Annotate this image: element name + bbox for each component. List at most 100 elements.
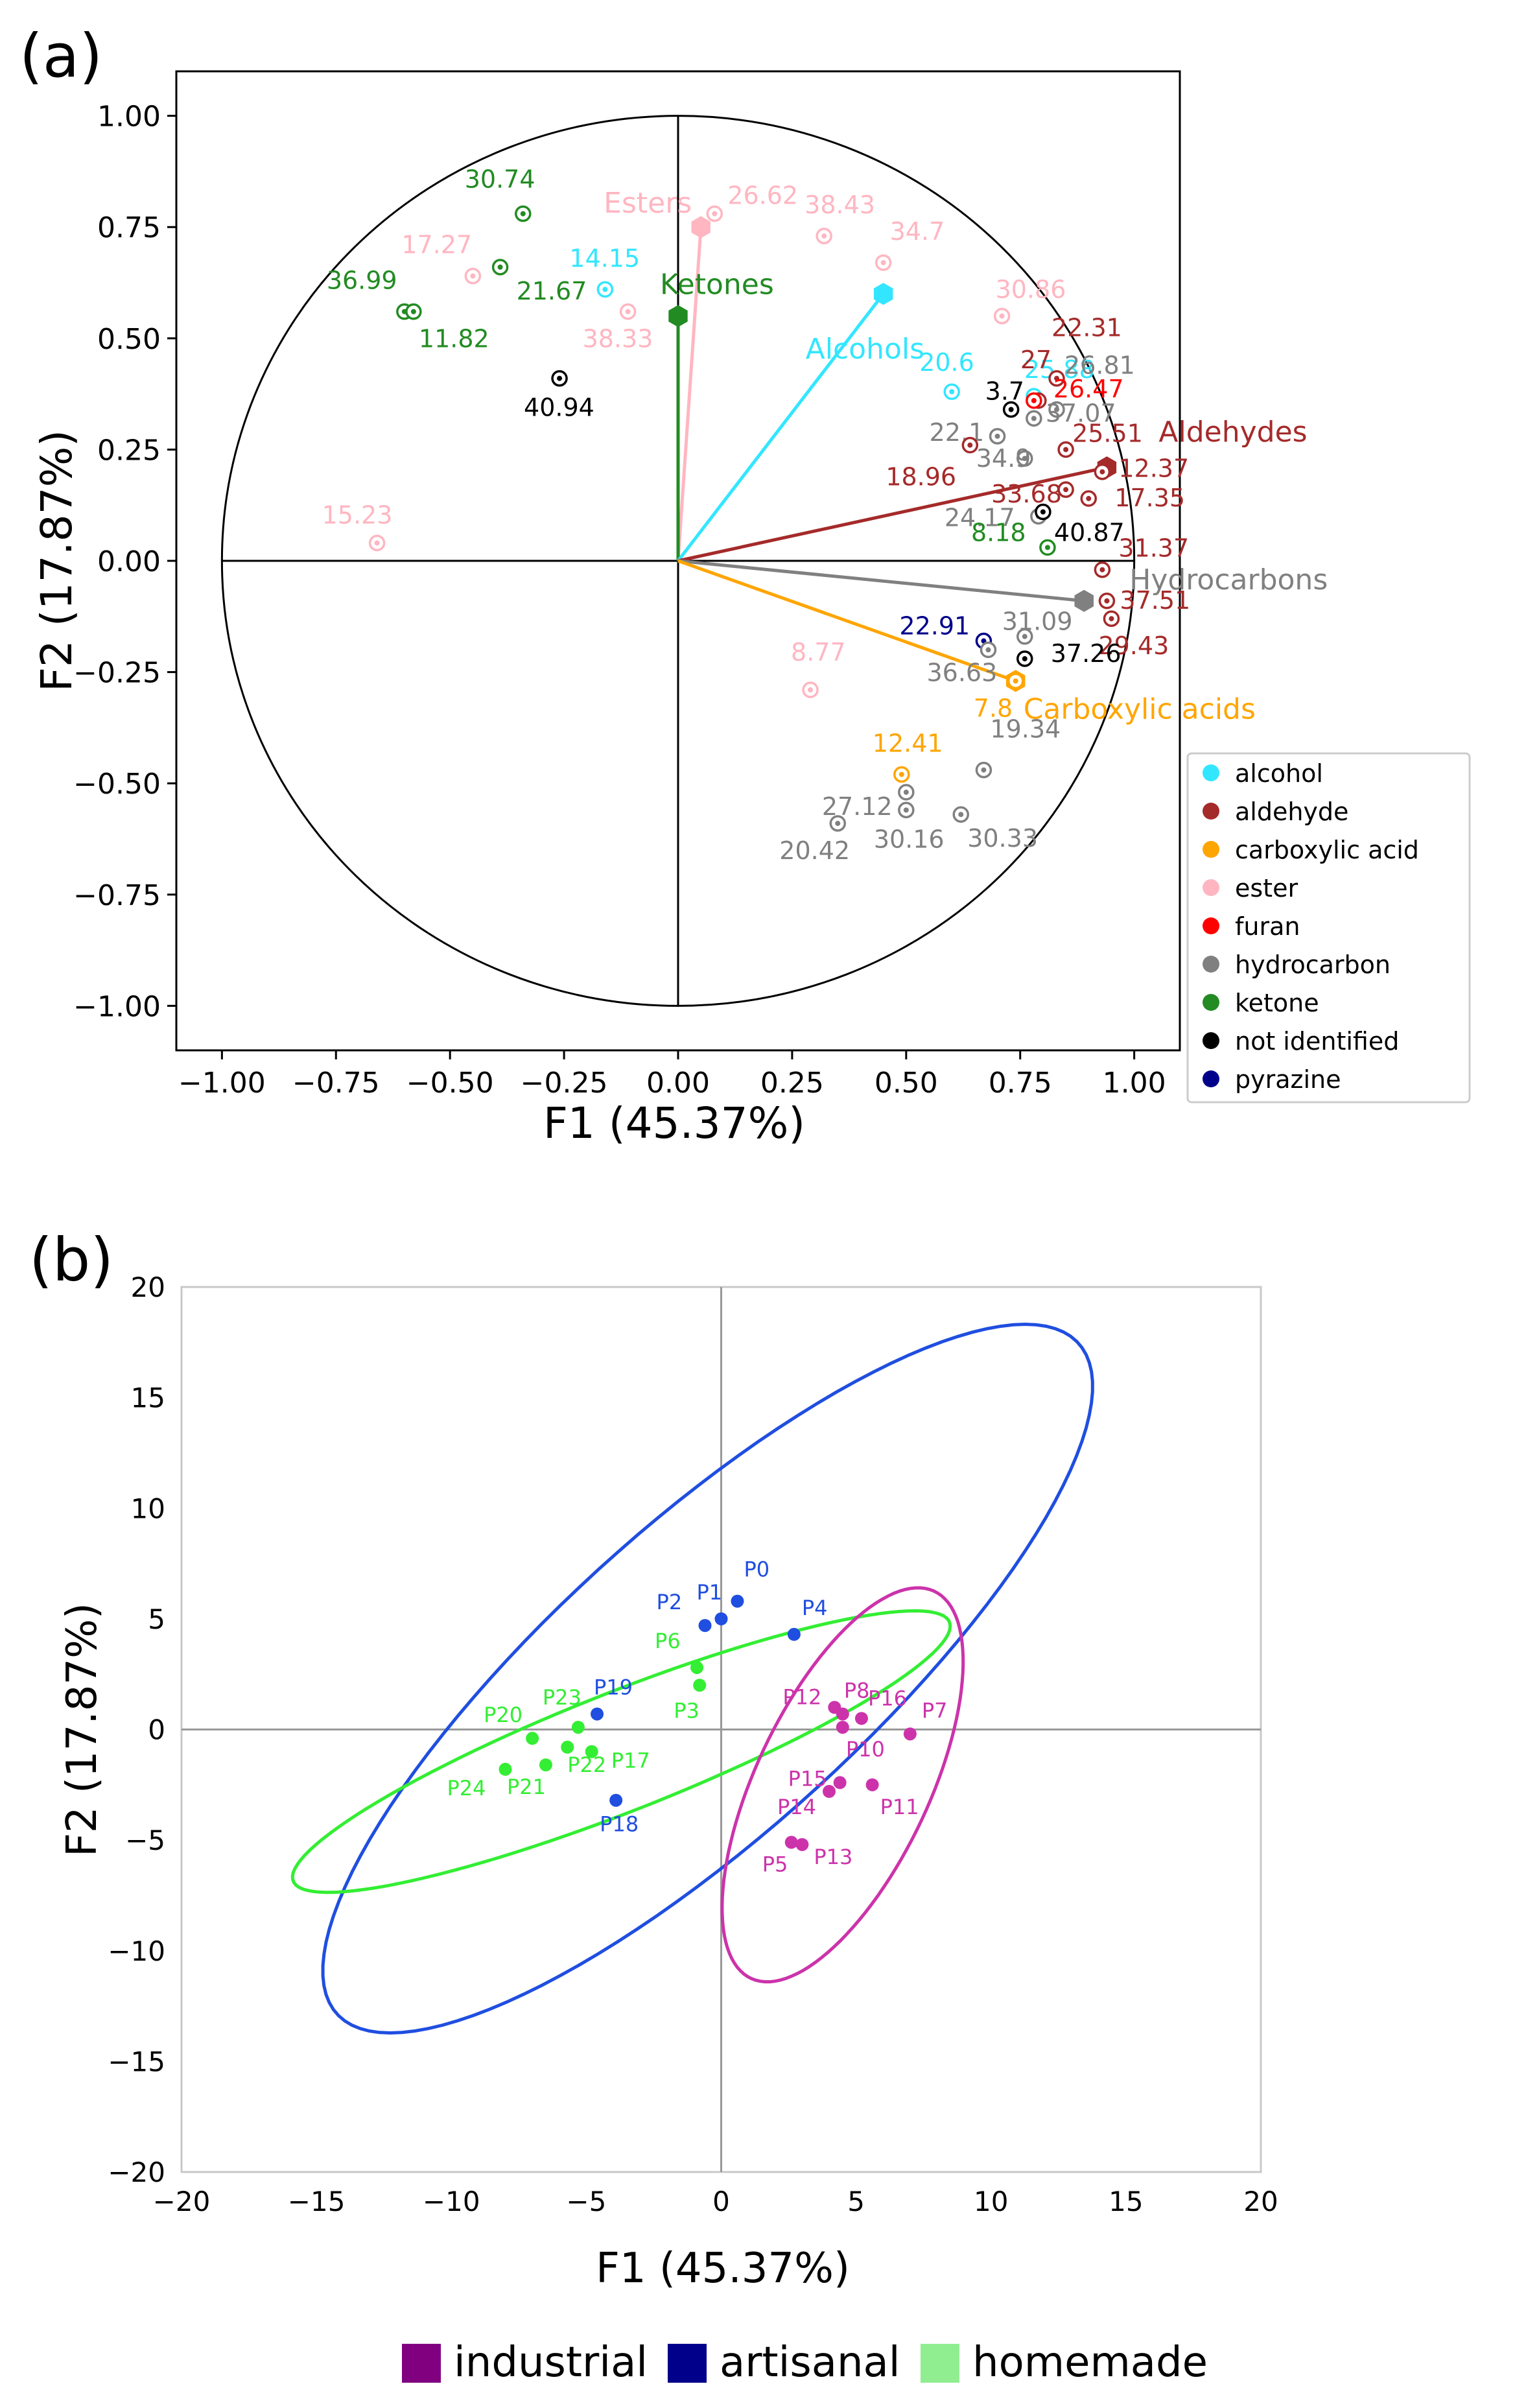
point-marker-dot — [1022, 633, 1028, 639]
point-marker-dot — [557, 375, 563, 381]
legend-label: aldehyde — [1235, 797, 1348, 826]
y-tick-label: 10 — [131, 1493, 165, 1524]
legend-marker — [1203, 956, 1219, 973]
sample-point-industrial — [865, 1778, 879, 1791]
point-label: 38.43 — [804, 191, 875, 219]
point-label: 40.94 — [524, 394, 594, 422]
sample-point-industrial — [833, 1776, 847, 1789]
sample-point-homemade — [585, 1745, 598, 1758]
point-marker-dot — [1008, 407, 1014, 412]
panel-b-legend: industrial artisanal homemade — [402, 2339, 1208, 2387]
y-tick-label: 5 — [148, 1603, 165, 1635]
legend-swatch-homemade — [921, 2344, 959, 2383]
sample-label: P22 — [567, 1753, 606, 1777]
sample-point-industrial — [836, 1707, 849, 1721]
sample-point-homemade — [571, 1721, 585, 1734]
point-marker-dot — [1031, 397, 1037, 403]
point-marker-dot — [898, 772, 904, 777]
x-tick-label: 0.75 — [989, 1067, 1052, 1100]
y-tick-label: 20 — [131, 1271, 165, 1303]
point-marker-dot — [880, 260, 886, 266]
point-label: 31.09 — [1002, 608, 1073, 636]
point-marker-dot — [374, 540, 380, 546]
sample-label: P2 — [657, 1590, 683, 1614]
panel-b-label: (b) — [29, 1225, 113, 1295]
legend-label: alcohol — [1235, 759, 1323, 788]
sample-label: P18 — [600, 1812, 639, 1837]
point-label: 22.91 — [899, 612, 970, 641]
point-label: 27.12 — [822, 792, 893, 821]
point-marker-dot — [1044, 545, 1050, 550]
sample-point-homemade — [539, 1758, 552, 1772]
sample-label: P14 — [777, 1795, 816, 1819]
sample-point-artisanal — [698, 1619, 712, 1633]
point-label: 37.51 — [1120, 586, 1190, 615]
panel-b-x-ticks: −20 −15 −10 −5 0 5 10 15 20 — [153, 2186, 1278, 2217]
vector-head-marker — [691, 216, 711, 239]
point-label: 34.7 — [890, 217, 945, 246]
panel-b: (b) P0 P1 P2 P4 P19 P18 P6 P3 P23 P20 P22 P17 P21 P24… — [29, 1225, 1278, 2387]
point-marker-dot — [981, 638, 987, 644]
sample-label: P21 — [507, 1775, 546, 1799]
x-tick-label: 0.25 — [760, 1067, 824, 1100]
sample-point-artisanal — [609, 1793, 623, 1807]
point-marker-dot — [1086, 495, 1092, 501]
point-marker-dot — [903, 807, 909, 813]
point-marker-dot — [1054, 407, 1060, 412]
point-marker-dot — [410, 309, 416, 314]
sample-label: P4 — [802, 1596, 828, 1620]
point-marker-dot — [994, 433, 1000, 439]
point-label: 34.9 — [976, 444, 1031, 473]
legend-label: ester — [1235, 874, 1298, 903]
y-tick-label: −10 — [108, 1935, 165, 1967]
legend-label: carboxylic acid — [1235, 836, 1419, 864]
panel-a-points: 30.74 36.99 11.82 21.67 17.27 14.15 38.33 26.62… — [322, 165, 1191, 865]
legend-marker — [1203, 841, 1219, 858]
point-marker-dot — [1063, 487, 1069, 493]
legend-swatch-artisanal — [668, 2344, 707, 2383]
legend-label: furan — [1235, 912, 1300, 941]
confidence-ellipse-industrial — [720, 1586, 965, 1984]
panel-b-y-ticks: 20 15 10 5 0 −5 −10 −15 −20 — [108, 1271, 165, 2188]
point-label: 19.34 — [990, 715, 1061, 744]
x-tick-label: −15 — [288, 2186, 346, 2217]
panel-b-points: P0 P1 P2 P4 P19 P18 P6 P3 P23 P20 P22 P17 P21 P24 P12 P… — [447, 1557, 948, 1877]
panel-a-vectors: Esters Ketones Alcohols Aldehydes Hydrocarbo… — [604, 187, 1328, 726]
panel-a-legend-box — [1186, 752, 1471, 1104]
point-marker-dot — [1099, 567, 1105, 572]
y-tick-label: 0.25 — [97, 434, 161, 467]
x-tick-label: 10 — [974, 2186, 1008, 2217]
sample-label: P6 — [655, 1629, 681, 1653]
point-label: 26.47 — [1053, 375, 1124, 403]
sample-label: P1 — [697, 1580, 723, 1605]
point-label: 26.81 — [1064, 351, 1135, 380]
legend-marker — [1203, 917, 1219, 934]
legend-marker — [1203, 1070, 1219, 1087]
sample-label: P8 — [844, 1679, 870, 1703]
x-tick-label: −20 — [153, 2186, 211, 2217]
sample-point-homemade — [561, 1740, 574, 1754]
sample-label: P19 — [594, 1675, 633, 1700]
x-tick-label: −10 — [423, 2186, 480, 2217]
point-label: 30.33 — [967, 824, 1038, 853]
sample-point-homemade — [499, 1762, 512, 1776]
vector-label: Hydrocarbons — [1129, 563, 1328, 596]
point-marker-dot — [1022, 656, 1028, 661]
sample-label: P16 — [868, 1686, 907, 1710]
legend-marker — [1203, 803, 1219, 820]
x-tick-label: 5 — [847, 2186, 865, 2217]
panel-a-x-ticks: −1.00 −0.75 −0.50 −0.25 0.00 0.25 0.50 0.75 1.00 — [178, 1050, 1166, 1100]
vector-label: Aldehydes — [1158, 416, 1307, 449]
sample-label: P20 — [484, 1703, 523, 1727]
y-tick-label: 0.00 — [97, 545, 161, 578]
point-label: 12.41 — [873, 729, 943, 757]
point-label: 24.17 — [945, 503, 1015, 532]
panel-a-y-axis-label: F2 (17.87%) — [32, 430, 82, 692]
point-label: 12.37 — [1118, 454, 1189, 483]
x-tick-label: 0 — [712, 2186, 730, 2217]
x-tick-label: −0.50 — [406, 1067, 494, 1100]
point-label: 7.8 — [974, 694, 1013, 722]
sample-label: P5 — [762, 1852, 788, 1877]
x-tick-label: 20 — [1243, 2186, 1278, 2217]
